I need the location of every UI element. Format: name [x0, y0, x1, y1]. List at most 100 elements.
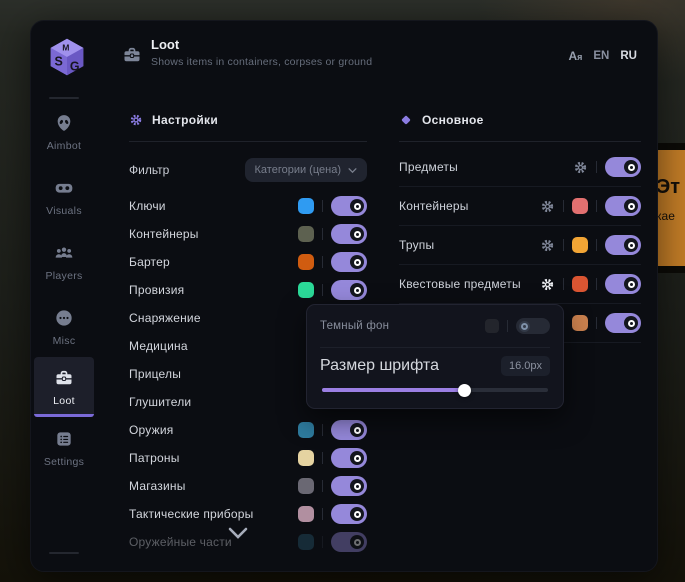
- gear-icon: [129, 113, 143, 127]
- loot-category-label: Прицелы: [129, 367, 182, 381]
- color-swatch[interactable]: [572, 315, 588, 331]
- language-switcher: Aя EN RU: [568, 49, 637, 63]
- lang-en-button[interactable]: EN: [593, 50, 610, 62]
- toggle[interactable]: [331, 420, 367, 440]
- toggle[interactable]: [605, 196, 641, 216]
- toggle-knob: [350, 283, 364, 297]
- loot-category-list: Ключи Контейнеры Бартер Провизия Снаряжение М…: [129, 192, 367, 556]
- main-row-label: Квестовые предметы: [399, 277, 521, 291]
- gear-icon[interactable]: [540, 277, 555, 292]
- loot-category-row: Магазины: [129, 472, 367, 500]
- players-icon: [54, 243, 74, 263]
- slider-knob[interactable]: [458, 383, 472, 397]
- filter-dropdown[interactable]: Категории (цена): [244, 158, 367, 182]
- main-panel: Основное Предметы Контейнеры Трупы Квестовы…: [399, 111, 641, 343]
- main-row-list: Предметы Контейнеры Трупы Квестовые предмет…: [399, 148, 641, 343]
- separator: [322, 424, 323, 436]
- color-swatch[interactable]: [298, 506, 314, 522]
- toggle[interactable]: [331, 280, 367, 300]
- color-swatch[interactable]: [298, 478, 314, 494]
- toggle[interactable]: [605, 274, 641, 294]
- sidebar-divider: [49, 97, 79, 99]
- toggle[interactable]: [331, 252, 367, 272]
- sidebar-item-misc[interactable]: Misc: [34, 308, 94, 347]
- tooltip-text: Эт: [656, 176, 681, 198]
- loot-category-row: Медицина: [129, 332, 367, 360]
- filter-dropdown-value: Категории (цена): [254, 164, 341, 176]
- color-swatch[interactable]: [298, 226, 314, 242]
- toggle[interactable]: [331, 224, 367, 244]
- color-swatch[interactable]: [298, 534, 314, 550]
- divider: [129, 141, 367, 142]
- separator: [563, 239, 564, 251]
- main-row-label: Трупы: [399, 238, 435, 252]
- loot-category-row: Оружия: [129, 416, 367, 444]
- sidebar-item-visuals[interactable]: Visuals: [34, 178, 94, 217]
- loot-category-label: Тактические приборы: [129, 507, 254, 521]
- toggle-knob: [350, 255, 364, 269]
- color-swatch[interactable]: [298, 198, 314, 214]
- toggle-knob: [350, 423, 364, 437]
- toggle-knob: [624, 238, 638, 252]
- toggle[interactable]: [605, 157, 641, 177]
- filter-label: Фильтр: [129, 163, 170, 177]
- toggle[interactable]: [331, 532, 367, 552]
- toggle[interactable]: [605, 235, 641, 255]
- page-header: Loot Shows items in containers, corpses …: [151, 37, 372, 68]
- loot-category-label: Провизия: [129, 283, 185, 297]
- tooltip-text: кае: [656, 209, 675, 223]
- toggle-knob: [350, 451, 364, 465]
- gear-icon[interactable]: [540, 238, 555, 253]
- svg-text:S: S: [55, 55, 63, 69]
- toggle[interactable]: [331, 196, 367, 216]
- settings-panel: Настройки Фильтр Категории (цена) Ключи К…: [129, 111, 367, 556]
- toggle[interactable]: [331, 504, 367, 524]
- dark-bg-toggle[interactable]: [516, 318, 550, 334]
- color-swatch[interactable]: [298, 450, 314, 466]
- sidebar-item-aimbot[interactable]: Aimbot: [34, 113, 94, 152]
- toggle-knob: [350, 535, 364, 549]
- color-swatch[interactable]: [572, 198, 588, 214]
- item-settings-popup: Темный фон Размер шрифта 16.0px: [306, 304, 564, 409]
- separator: [322, 480, 323, 492]
- toggle[interactable]: [605, 313, 641, 333]
- sidebar-item-players[interactable]: Players: [34, 243, 94, 282]
- filter-row: Фильтр Категории (цена): [129, 152, 367, 188]
- font-size-slider[interactable]: [322, 380, 548, 400]
- list-icon: [54, 429, 74, 449]
- color-swatch[interactable]: [298, 254, 314, 270]
- color-swatch[interactable]: [298, 422, 314, 438]
- settings-panel-header: Настройки: [129, 111, 367, 129]
- sidebar-item-loot[interactable]: Loot: [34, 357, 94, 417]
- translate-icon[interactable]: Aя: [568, 49, 583, 63]
- briefcase-icon: [121, 45, 143, 65]
- separator: [322, 256, 323, 268]
- dark-bg-color-swatch[interactable]: [485, 319, 499, 333]
- toggle-knob: [350, 227, 364, 241]
- separator: [322, 452, 323, 464]
- toggle[interactable]: [331, 476, 367, 496]
- sidebar-divider: [49, 552, 79, 554]
- color-swatch[interactable]: [298, 282, 314, 298]
- scroll-more-chevron-icon[interactable]: [227, 526, 249, 540]
- separator: [596, 317, 597, 329]
- color-swatch[interactable]: [572, 237, 588, 253]
- dark-bg-row: Темный фон: [320, 305, 550, 347]
- active-indicator: [34, 414, 94, 417]
- svg-text:G: G: [70, 59, 80, 73]
- loot-category-row: Глушители: [129, 388, 367, 416]
- toggle[interactable]: [331, 448, 367, 468]
- gear-icon[interactable]: [573, 160, 588, 175]
- page-title: Loot: [151, 37, 180, 52]
- toggle-knob: [624, 316, 638, 330]
- loot-category-row: Снаряжение: [129, 304, 367, 332]
- gear-icon[interactable]: [540, 199, 555, 214]
- slider-fill: [322, 388, 465, 392]
- separator: [322, 200, 323, 212]
- loot-category-label: Медицина: [129, 339, 188, 353]
- loot-category-row: Тактические приборы: [129, 500, 367, 528]
- loot-category-label: Оружейные части: [129, 535, 232, 549]
- color-swatch[interactable]: [572, 276, 588, 292]
- sidebar-item-settings[interactable]: Settings: [34, 429, 94, 468]
- lang-ru-button[interactable]: RU: [620, 50, 637, 62]
